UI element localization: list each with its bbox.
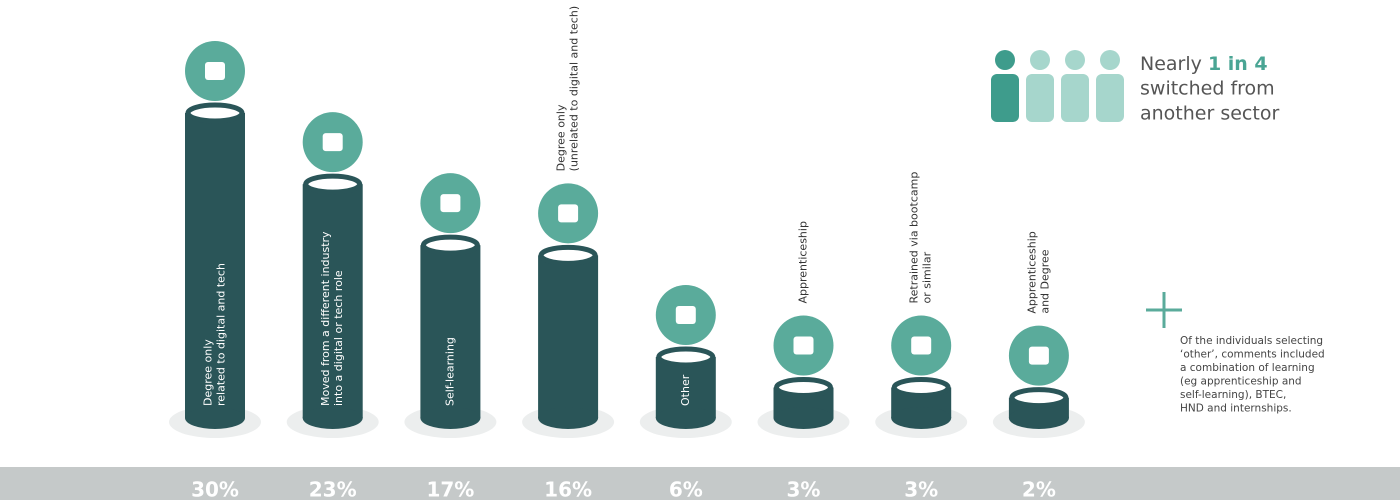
bar-bottom: [655, 407, 716, 429]
icon-glyph: [911, 336, 932, 355]
bar-top: [185, 102, 245, 124]
value-label: 23%: [309, 478, 357, 500]
category-label: or similar: [921, 251, 934, 303]
note-line: Of the individuals selecting: [1180, 335, 1323, 347]
value-band: [0, 467, 1400, 500]
icon-glyph: [322, 133, 343, 152]
value-label: 3%: [904, 478, 938, 500]
icon-glyph: [1028, 346, 1049, 365]
callout-highlight: 1 in 4: [1208, 53, 1268, 75]
category-label: into a digital or tech role: [332, 270, 345, 406]
icon-glyph: [205, 62, 225, 80]
value-label: 30%: [191, 478, 239, 500]
bar-top: [538, 244, 598, 266]
category-label: Retrained via bootcamp: [908, 172, 921, 304]
category-label: Degree only: [202, 339, 215, 406]
category-label: Apprenticeship: [797, 221, 810, 303]
bar-top: [420, 234, 480, 256]
bar: [302, 184, 363, 418]
category-label: Apprenticeship: [1025, 231, 1038, 313]
bar-bottom: [302, 407, 363, 429]
note-line: self-learning), BTEC,: [1180, 389, 1286, 401]
note-line: HND and internships.: [1180, 403, 1292, 415]
cylinder: [655, 346, 716, 429]
bar: [538, 255, 599, 418]
cylinder: [773, 377, 834, 429]
bar: [420, 245, 481, 418]
bar-bottom: [538, 407, 599, 429]
note-line: (eg apprenticeship and: [1180, 376, 1302, 388]
icon-glyph: [558, 204, 579, 223]
callout-line: another sector: [1140, 103, 1279, 125]
category-label: related to digital and tech: [215, 263, 228, 406]
bar-top: [1009, 387, 1069, 409]
callout-line: switched from: [1140, 78, 1275, 100]
value-label: 16%: [544, 478, 592, 500]
callout-prefix: Nearly: [1140, 53, 1202, 75]
value-label: 17%: [426, 478, 474, 500]
callout-line: Nearly 1 in 4: [1140, 53, 1268, 75]
category-label: Degree only: [555, 104, 568, 171]
icon-glyph: [675, 306, 696, 324]
cylinder: [302, 173, 363, 429]
icon-glyph: [440, 194, 461, 213]
bar-bottom: [891, 407, 952, 429]
cylinder: [1008, 387, 1069, 429]
cylinder: [185, 102, 245, 429]
value-label: 3%: [787, 478, 821, 500]
bar-bottom: [185, 407, 245, 429]
category-label: Other: [679, 374, 692, 406]
icon-glyph: [793, 336, 814, 355]
bar-top: [656, 346, 716, 368]
plus-icon: [1146, 292, 1182, 328]
people-icon: [991, 50, 1124, 122]
cylinder: [420, 234, 481, 429]
value-label: 6%: [669, 478, 703, 500]
bar-top: [891, 377, 951, 398]
bar-top: [303, 173, 363, 195]
bar: [185, 113, 245, 418]
category-label: Self-learning: [443, 337, 456, 406]
category-label: Moved from a different industry: [319, 231, 332, 406]
bar-bottom: [420, 407, 481, 429]
note-line: ‘other’, comments included: [1180, 349, 1325, 361]
cylinder: [538, 244, 599, 429]
note-line: a combination of learning: [1180, 362, 1315, 374]
cylinder: [891, 377, 952, 429]
category-label: and Degree: [1038, 249, 1051, 313]
value-label: 2%: [1022, 478, 1056, 500]
bar-bottom: [773, 407, 834, 429]
bar-top: [774, 377, 833, 398]
category-label: (unrelated to digital and tech): [568, 6, 581, 171]
bar-bottom: [1008, 407, 1069, 429]
